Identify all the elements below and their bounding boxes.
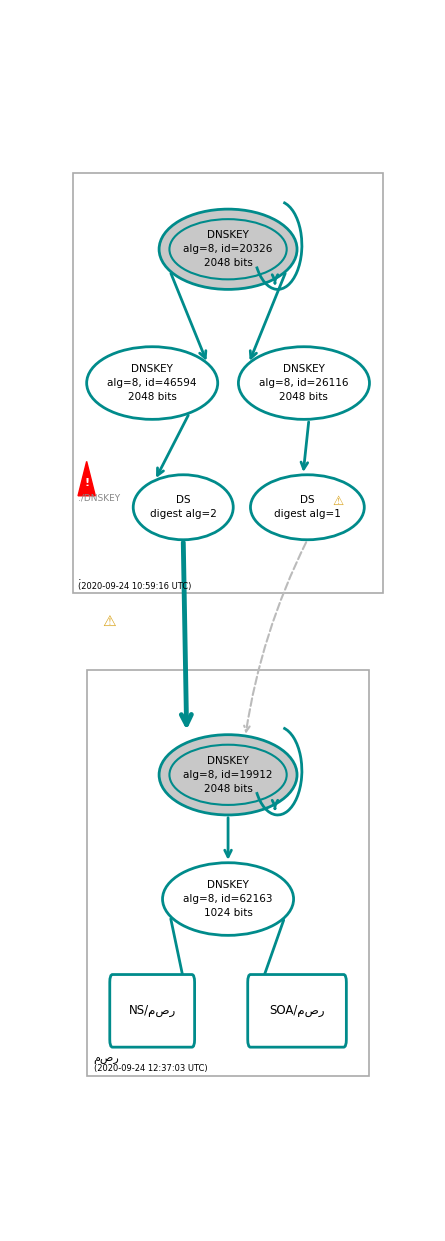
Text: DS
digest alg=1: DS digest alg=1 [274, 495, 341, 519]
Polygon shape [78, 462, 95, 496]
Bar [87, 670, 369, 1076]
Text: .: . [78, 572, 82, 582]
Ellipse shape [159, 735, 297, 815]
Text: مصر: مصر [93, 1054, 119, 1064]
Bar [73, 172, 383, 593]
Text: ./DNSKEY: ./DNSKEY [78, 493, 120, 503]
Ellipse shape [87, 346, 218, 419]
Text: DNSKEY
alg=8, id=46594
2048 bits: DNSKEY alg=8, id=46594 2048 bits [107, 364, 197, 402]
FancyBboxPatch shape [110, 974, 194, 1047]
Text: SOA/مصر: SOA/مصر [269, 1004, 325, 1018]
Text: (2020-09-24 10:59:16 UTC): (2020-09-24 10:59:16 UTC) [78, 582, 191, 591]
Text: DNSKEY
alg=8, id=19912
2048 bits: DNSKEY alg=8, id=19912 2048 bits [183, 756, 273, 794]
Text: DNSKEY
alg=8, id=20326
2048 bits: DNSKEY alg=8, id=20326 2048 bits [183, 231, 273, 268]
Text: NS/مصر: NS/مصر [129, 1004, 176, 1018]
Ellipse shape [170, 220, 287, 279]
Ellipse shape [159, 210, 297, 289]
Ellipse shape [162, 862, 294, 936]
Text: !: ! [84, 478, 89, 489]
Ellipse shape [251, 475, 364, 540]
Text: ⚠: ⚠ [102, 613, 116, 628]
FancyBboxPatch shape [248, 974, 346, 1047]
Text: DNSKEY
alg=8, id=26116
2048 bits: DNSKEY alg=8, id=26116 2048 bits [259, 364, 349, 402]
Ellipse shape [133, 475, 233, 540]
Text: DS
digest alg=2: DS digest alg=2 [150, 495, 217, 519]
Text: (2020-09-24 12:37:03 UTC): (2020-09-24 12:37:03 UTC) [93, 1064, 207, 1072]
Text: DNSKEY
alg=8, id=62163
1024 bits: DNSKEY alg=8, id=62163 1024 bits [183, 880, 273, 918]
Text: ⚠: ⚠ [332, 495, 344, 508]
Ellipse shape [170, 745, 287, 805]
Ellipse shape [239, 346, 369, 419]
